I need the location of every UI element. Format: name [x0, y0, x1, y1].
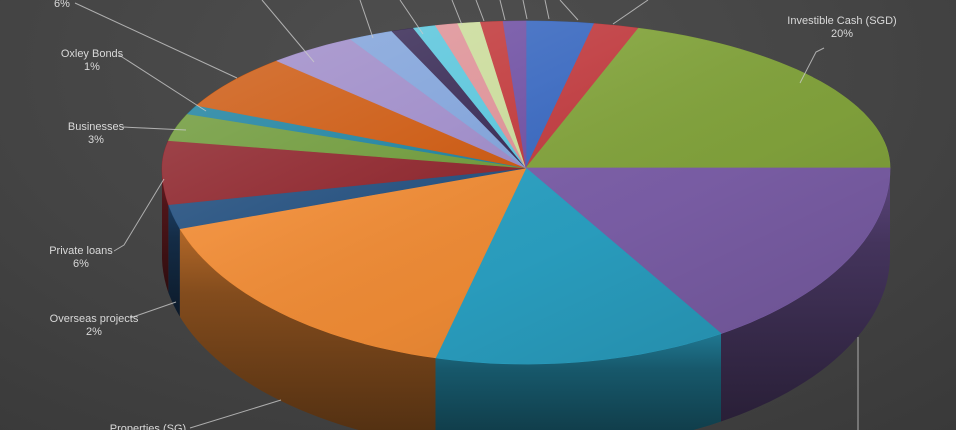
data-label-businesses-line2: 3% [88, 134, 104, 146]
leader-stub-8 [544, 0, 550, 20]
leader-stub-10 [612, 0, 649, 25]
data-label-investible-cash-line2: 20% [831, 28, 853, 40]
leader-line-oxley-bonds [118, 54, 207, 112]
data-label-overseas-projects-line2: 2% [86, 326, 102, 338]
leader-stub-3 [399, 0, 424, 35]
data-label-oxley-bonds-line1: Oxley Bonds [61, 48, 124, 60]
leader-stub-1 [261, 0, 315, 63]
data-label-overseas-projects-line1: Overseas projects [50, 313, 139, 325]
leader-line-private-loans [113, 178, 165, 252]
leader-line-investible-cash [799, 47, 825, 84]
leader-line-properties-sg [189, 399, 282, 429]
data-label-properties-sg-line1: Properties (SG) [110, 423, 186, 430]
leader-stub-7 [522, 0, 528, 20]
data-label-investible-cash-line1: Investible Cash (SGD) [787, 15, 896, 27]
leader-line-cropped-top-left [74, 2, 238, 79]
leader-lines [74, 0, 859, 430]
leader-stub-9 [559, 0, 579, 21]
data-label-private-loans-line1: Private loans [49, 245, 113, 257]
leader-line-overseas-projects [129, 301, 177, 319]
leader-stub-5 [475, 0, 485, 22]
leader-stub-6 [499, 0, 506, 21]
data-label-oxley-bonds-line2: 1% [84, 61, 100, 73]
data-label-cropped-top-left-line1: 6% [54, 0, 70, 10]
leader-stub-4 [451, 0, 463, 26]
leader-line-businesses [122, 126, 187, 131]
data-label-businesses-line1: Businesses [68, 121, 125, 133]
data-label-private-loans-line2: 6% [73, 258, 89, 270]
leader-stub-2 [359, 0, 374, 39]
